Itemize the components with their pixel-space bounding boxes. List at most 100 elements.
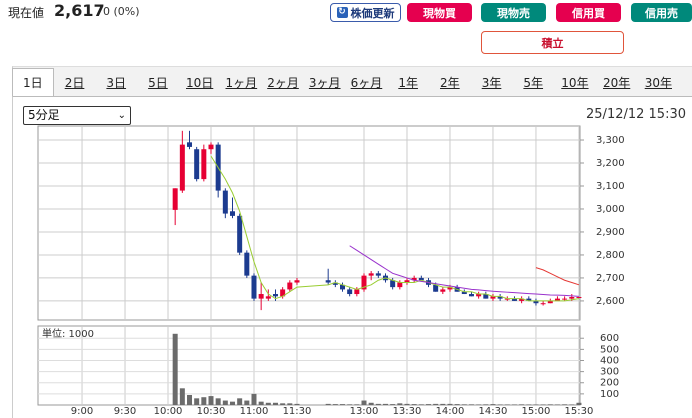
period-tab[interactable]: 10年 xyxy=(561,75,589,90)
trade-button[interactable]: 信用売 xyxy=(631,3,692,22)
volume-bar xyxy=(354,404,360,405)
candle-body xyxy=(569,297,575,299)
y-tick-label: 300 xyxy=(600,367,619,378)
trade-button[interactable]: 信用買 xyxy=(556,3,621,22)
panel-border xyxy=(12,97,13,418)
tab-bar xyxy=(12,66,692,97)
volume-bar xyxy=(215,398,221,405)
candle-body xyxy=(222,190,228,214)
period-tab[interactable]: 2日 xyxy=(64,75,85,90)
candle-body xyxy=(201,149,207,180)
moving-average xyxy=(535,267,580,286)
volume-bar xyxy=(368,402,374,405)
x-tick-label: 13:00 xyxy=(350,406,379,417)
x-tick-label: 15:00 xyxy=(522,406,551,417)
candle-body xyxy=(287,282,293,290)
volume-bar xyxy=(519,404,525,405)
candle-body xyxy=(397,282,403,288)
candle-body xyxy=(280,289,286,297)
candle-body xyxy=(272,294,278,297)
candle-body xyxy=(340,284,346,290)
volume-bar xyxy=(440,403,446,405)
candle-body xyxy=(390,280,396,288)
change: 0 (0%) xyxy=(103,5,140,18)
period-tab[interactable]: 5日 xyxy=(148,75,168,90)
volume-bar xyxy=(187,394,193,405)
x-tick-label: 13:30 xyxy=(393,406,422,417)
period-tab[interactable]: 2年 xyxy=(440,75,460,90)
tsumitate-button[interactable]: 積立 xyxy=(481,31,624,54)
volume-bar xyxy=(468,404,474,405)
volume-bar xyxy=(540,404,546,405)
candle-body xyxy=(258,294,264,299)
volume-bar xyxy=(375,403,381,405)
period-tab[interactable]: 3日 xyxy=(106,75,127,90)
period-tab[interactable]: 30年 xyxy=(644,75,672,90)
volume-bar xyxy=(483,404,489,405)
candle-body xyxy=(562,298,568,300)
candle-body xyxy=(483,294,489,299)
interval-select[interactable]: 5分足 ⌄ xyxy=(23,106,131,125)
period-tab[interactable]: 20年 xyxy=(603,75,631,90)
candle-body xyxy=(179,144,185,191)
candle-body xyxy=(251,275,257,299)
refresh-button[interactable]: ↻ 株価更新 xyxy=(330,3,401,22)
interval-text: 5分足 xyxy=(28,108,60,122)
candle-body xyxy=(468,294,474,297)
y-tick-label: 600 xyxy=(600,333,619,344)
volume-bar xyxy=(237,398,243,405)
period-tab[interactable]: 3ヶ月 xyxy=(308,75,341,90)
candle-body xyxy=(476,294,482,297)
period-tab[interactable]: 3年 xyxy=(481,75,502,90)
candle-body xyxy=(194,149,200,180)
volume-bar xyxy=(294,403,300,405)
period-tab[interactable]: 5年 xyxy=(523,75,544,90)
candle-body xyxy=(244,252,250,276)
y-tick-label: 2,600 xyxy=(596,296,625,307)
volume-bar xyxy=(222,400,228,405)
volume-bar xyxy=(433,403,439,405)
candle-body xyxy=(533,300,539,304)
period-tab[interactable]: 2ヶ月 xyxy=(267,75,299,90)
volume-bar xyxy=(554,404,560,405)
volume-bar xyxy=(504,404,510,405)
period-tab[interactable]: 1ヶ月 xyxy=(225,75,258,90)
candle-body xyxy=(368,273,374,276)
period-tab[interactable]: 1年 xyxy=(398,75,418,90)
candle-body xyxy=(361,275,367,290)
candle-body xyxy=(332,282,338,285)
volume-bar xyxy=(265,402,271,405)
volume-bar xyxy=(258,401,264,405)
period-tab[interactable]: 10日 xyxy=(186,75,214,90)
moving-average xyxy=(210,155,580,302)
y-tick-label: 3,000 xyxy=(596,204,625,215)
candle-body xyxy=(404,280,410,283)
price-label: 現在値 xyxy=(8,6,45,20)
x-tick-label: 14:00 xyxy=(436,406,465,417)
volume-bar xyxy=(497,404,503,405)
volume-bar xyxy=(569,404,575,405)
candle-body xyxy=(325,280,331,283)
x-tick-label: 9:30 xyxy=(114,406,136,417)
moving-average xyxy=(349,245,579,297)
volume-bar xyxy=(390,404,396,405)
volume-bar xyxy=(332,404,338,405)
period-tab[interactable]: 6ヶ月 xyxy=(350,75,383,90)
volume-panel xyxy=(37,325,581,406)
period-tab[interactable]: 1日 xyxy=(12,68,54,96)
candle-body xyxy=(497,296,503,299)
candle-body xyxy=(237,215,243,253)
volume-bar xyxy=(461,404,467,405)
volume-bar xyxy=(547,404,553,405)
volume-bar xyxy=(244,400,250,405)
trade-button[interactable]: 現物買 xyxy=(407,3,472,22)
volume-bar xyxy=(172,333,178,405)
candle-body xyxy=(375,273,381,276)
trade-button[interactable]: 現物売 xyxy=(481,3,546,22)
volume-bar xyxy=(347,404,353,405)
volume-bar xyxy=(397,403,403,405)
candle-body xyxy=(547,300,553,304)
y-tick-label: 100 xyxy=(600,389,619,400)
